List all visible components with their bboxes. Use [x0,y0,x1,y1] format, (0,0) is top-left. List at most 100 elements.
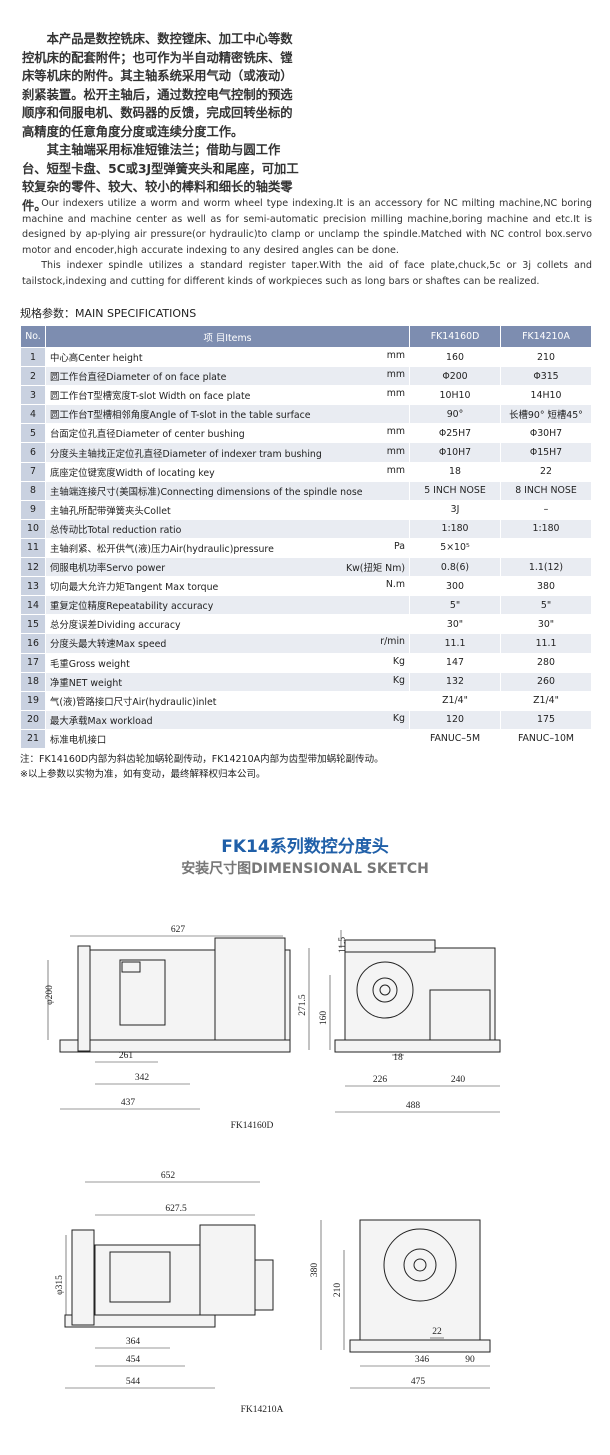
dimension-label: 22 [432,1327,442,1337]
value-fk14160d: 0.8(6) [409,557,501,578]
item: 切向最大允许力矩Tangent Max torque [50,582,219,594]
dimension-label: 271.5 [298,994,308,1016]
value-fk14210a: 1.1(12) [500,557,592,578]
item-cell: 圆工作台直径Diameter of on face plate mm [45,366,410,387]
note: 注：FK14160D内部为斜齿轮加蜗轮副传动，FK14210A内部为齿型带加蜗轮… [20,754,384,765]
item: 圆工作台T型槽宽度T-slot Width on face plate [50,391,251,403]
table-row: 16 分度头最大转速Max speed r/min 11.1 11.1 [20,633,592,654]
value-fk14160d: Φ10H7 [409,442,501,463]
item-cell: 净重NET weight Kg [45,671,410,692]
item-cell: 重复定位精度Repeatability accuracy [45,595,410,616]
unit: Kg [392,655,405,667]
table-row: 2 圆工作台直径Diameter of on face plate mm Φ200 Φ3… [20,366,592,387]
value-fk14210a: Φ30H7 [500,423,592,444]
table-row: 20 最大承载Max workload Kg 120 175 [20,709,592,730]
value-fk14210a: – [500,499,592,520]
dimension-label: 261 [119,1051,134,1061]
item-cell: 标准电机接口 [45,728,410,749]
paragraph: This indexer spindle utilizes a standard… [22,260,592,287]
dimension-label: 210 [333,1283,343,1298]
value-fk14160d: 90° [409,404,501,425]
value-fk14210a: Z1/4" [500,690,592,711]
unit: N.m [385,579,405,591]
value-fk14160d: Φ200 [409,366,501,387]
drawing-fk14210a-side [349,1219,491,1353]
value-fk14210a [500,537,592,559]
row-number: 21 [20,728,46,749]
item-cell: 主轴端连接尺寸(美国标准)Connecting dimensions of th… [45,480,410,501]
item: 中心高Center height [50,353,143,365]
dimension-label: 346 [415,1355,430,1365]
table-row: 5 台面定位孔直径Diameter of center bushing mm Φ25H… [20,423,592,444]
paragraph: Our indexers utilize a worm and worm whe… [22,198,592,256]
dimension-label: 226 [373,1075,388,1085]
table-row: 11 主轴刹紧、松开供气(液)压力Air(hydraulic)pressure Pa… [20,537,592,559]
view-caption: FK14210A [241,1405,284,1415]
row-number: 20 [20,709,46,730]
row-number: 1 [20,346,46,368]
table-row: 18 净重NET weight Kg 132 260 [20,671,592,692]
value-fk14210a: Φ15H7 [500,442,592,463]
item-cell: 台面定位孔直径Diameter of center bushing mm [45,423,410,444]
row-number: 10 [20,518,46,539]
value-fk14160d: 147 [409,652,501,673]
table-row: 21 标准电机接口 FANUC–5M FANUC–10M [20,728,592,749]
value-fk14160d: 160 [409,346,501,368]
value-fk14160d: 300 [409,576,501,597]
item: 标准电机接口 [50,734,107,746]
table-row: 14 重复定位精度Repeatability accuracy 5" 5" [20,595,592,616]
value-fk14160d: Φ25H7 [409,423,501,444]
specs-title: 规格参数：MAIN SPECIFICATIONS [20,307,197,320]
item-cell: 伺服电机功率Servo power Kw(扭矩 Nm) [45,557,410,578]
item-cell: 底座定位键宽度Width of locating key mm [45,461,410,482]
row-number: 7 [20,461,46,482]
item-cell: 主轴刹紧、松开供气(液)压力Air(hydraulic)pressure Pa [45,537,410,559]
item: 最大承载Max workload [50,715,153,727]
item-cell: 气(液)管路接口尺寸Air(hydraulic)inlet [45,690,410,711]
unit: r/min [380,636,405,648]
value-fk14210a: 8 INCH NOSE [500,480,592,501]
row-number: 9 [20,499,46,520]
table-row: 4 圆工作台T型槽相邻角度Angle of T-slot in the table… [20,404,592,425]
value-fk14210a: 1:180 [500,518,592,539]
item-cell: 圆工作台T型槽相邻角度Angle of T-slot in the table … [45,404,410,425]
view-caption: FK14160D [231,1121,274,1131]
dimension-label: 475 [411,1377,426,1387]
item: 总分度误差Dividing accuracy [50,620,181,632]
item-cell: 分度头最大转速Max speed r/min [45,633,410,654]
row-number: 16 [20,633,46,654]
header-cell: FK14160D [409,325,501,348]
intro-cn: 本产品是数控铣床、数控镗床、加工中心等数控机床的配套附件；也可作为半自动精密铣床… [22,30,304,215]
unit: Kg [392,674,405,686]
value-fk14210a: 210 [500,346,592,368]
value-fk14160d: 120 [409,709,501,730]
row-number: 15 [20,614,46,635]
dimension-label: φ315 [55,1275,65,1295]
unit: mm [386,350,405,362]
value-fk14210a: 260 [500,671,592,692]
row-number: 3 [20,385,46,406]
item-cell: 总传动比Total reduction ratio [45,518,410,539]
table-row: 12 伺服电机功率Servo power Kw(扭矩 Nm) 0.8(6) 1.1(12… [20,557,592,578]
table-row: 13 切向最大允许力矩Tangent Max torque N.m 300 380 [20,576,592,597]
table-row: 15 总分度误差Dividing accuracy 30" 30" [20,614,592,635]
value-fk14160d: 10H10 [409,385,501,406]
item-cell: 切向最大允许力矩Tangent Max torque N.m [45,576,410,597]
value-fk14160d: 18 [409,461,501,482]
value-fk14160d: 132 [409,671,501,692]
table-row: 17 毛重Gross weight Kg 147 280 [20,652,592,673]
unit: mm [386,464,405,476]
dimension-label: 544 [126,1377,141,1387]
unit: mm [386,426,405,438]
table-row: 9 主轴孔所配带弹簧夹头Collet 3J – [20,499,592,520]
item: 净重NET weight [50,677,123,689]
table-row: 6 分度头主轴找正定位孔直径Diameter of indexer tram bu… [20,442,592,463]
dimension-label: 627.5 [165,1204,187,1214]
dimension-lines [47,930,500,1389]
item: 主轴端连接尺寸(美国标准)Connecting dimensions of th… [50,486,363,498]
value-fk14210a: 175 [500,709,592,730]
row-number: 6 [20,442,46,463]
row-number: 11 [20,537,46,559]
value-fk14210a: 22 [500,461,592,482]
